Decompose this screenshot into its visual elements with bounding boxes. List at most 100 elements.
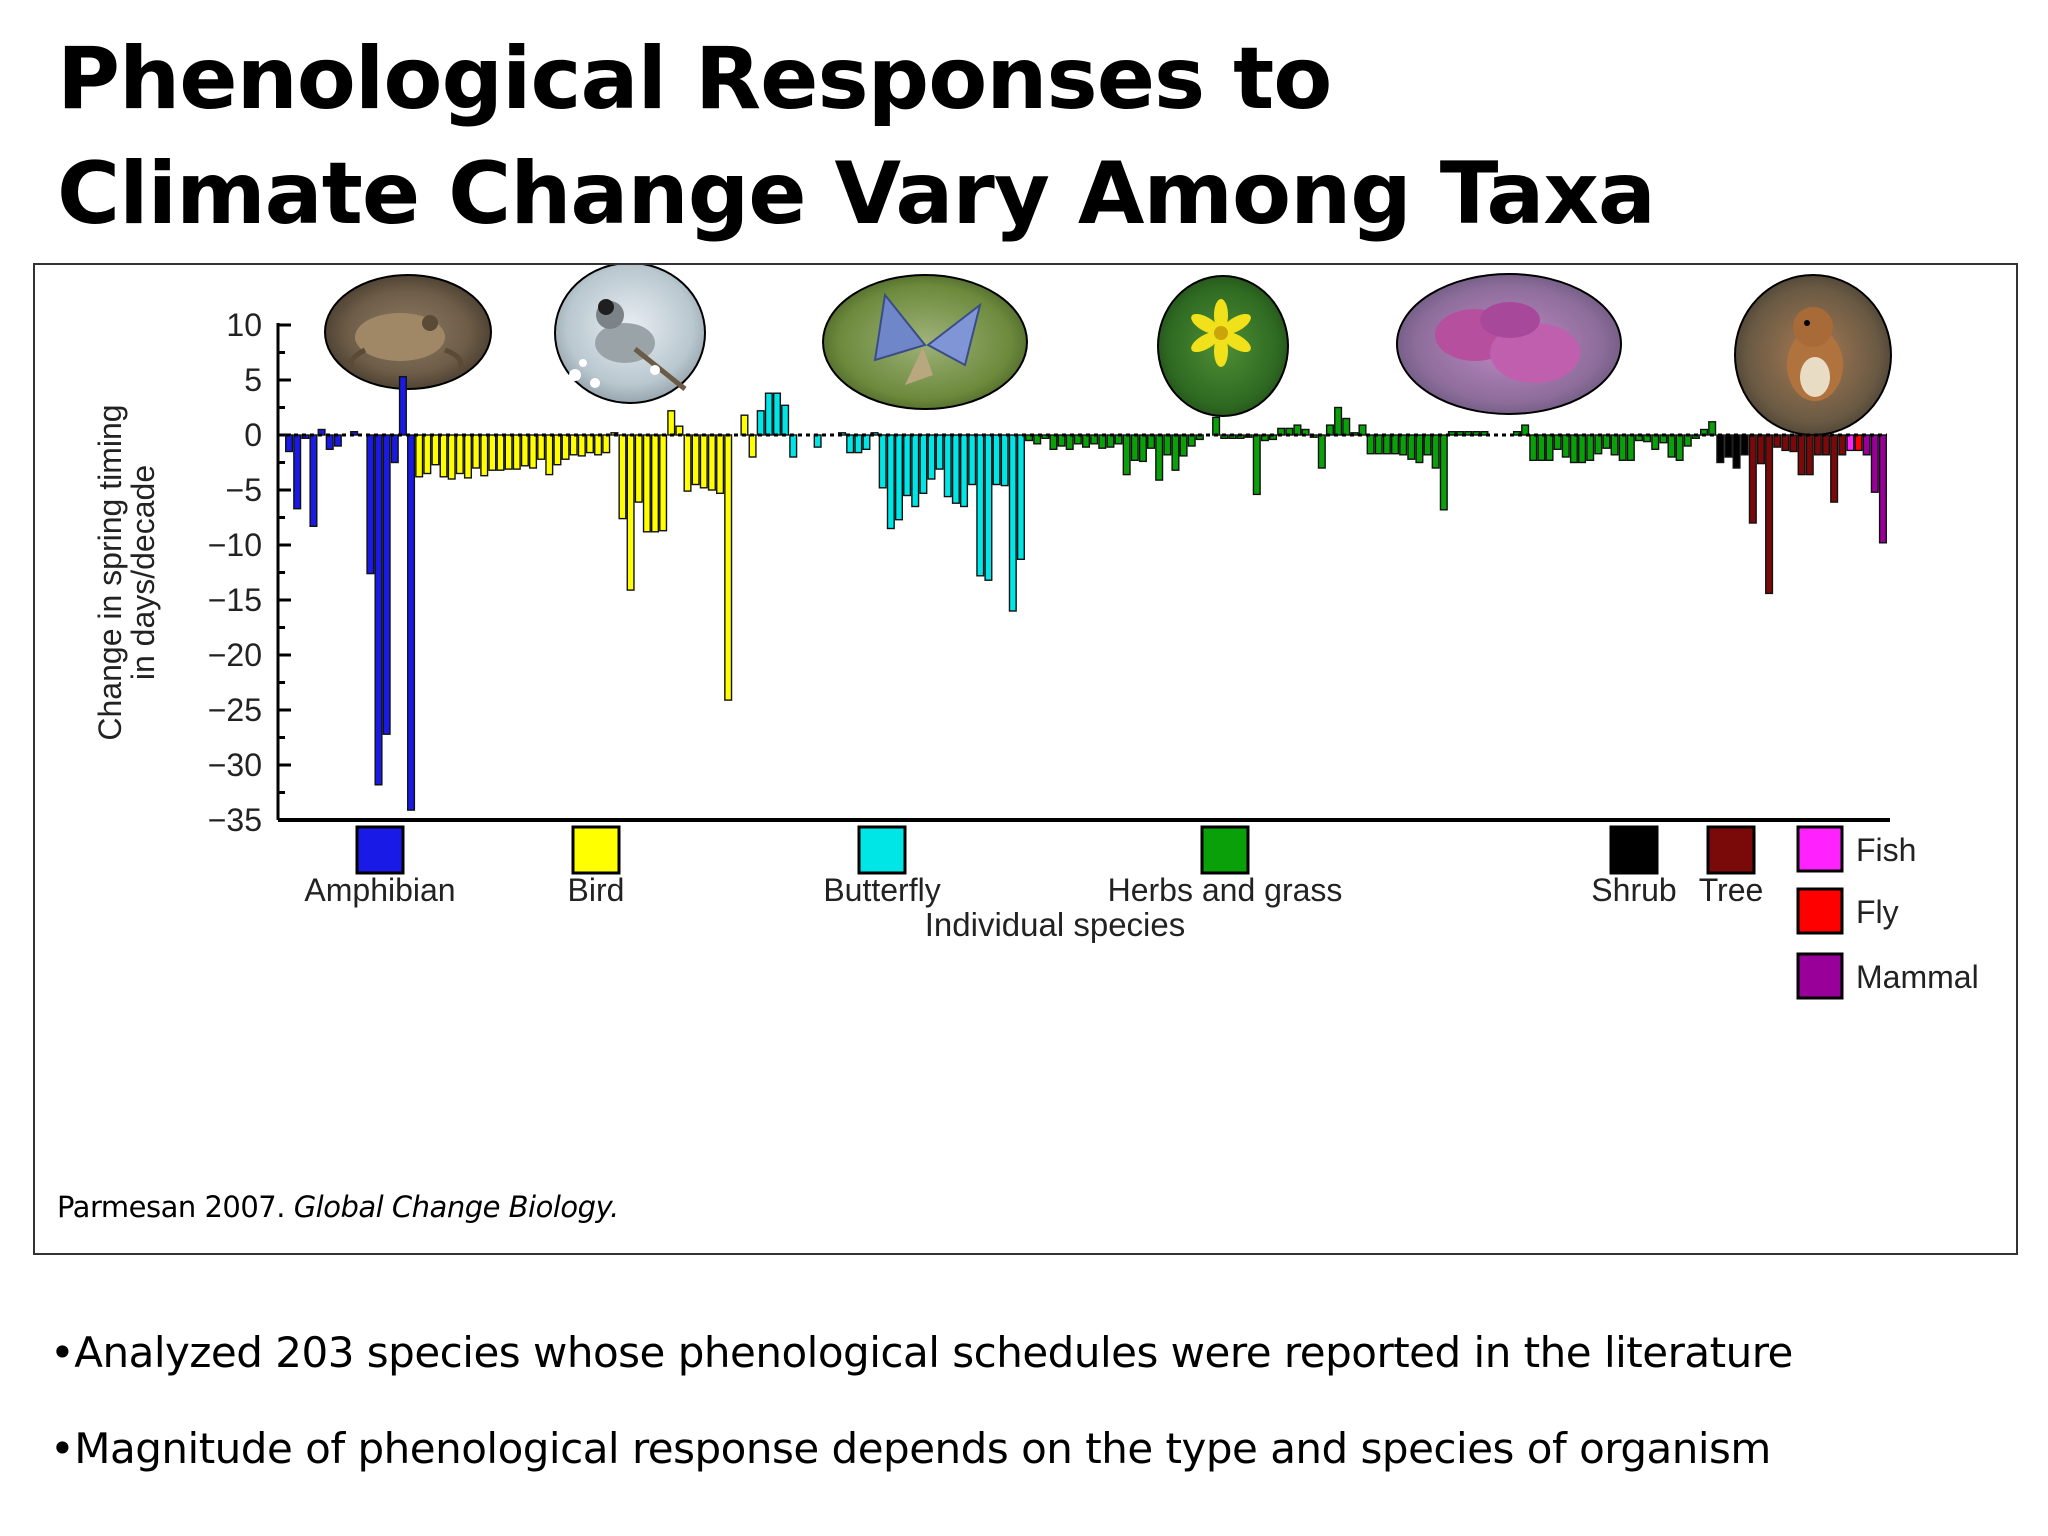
bar-herbs-and-grass xyxy=(1049,434,1058,451)
bar-butterfly xyxy=(886,434,895,530)
y-axis-label: Change in spring timing xyxy=(92,404,128,740)
bar-herbs-and-grass xyxy=(1472,430,1481,436)
legend-label: Shrub xyxy=(1591,872,1676,908)
bar-bird xyxy=(561,434,570,460)
citation: Parmesan 2007. Global Change Biology. xyxy=(57,1190,619,1224)
bar-herbs-and-grass xyxy=(1390,434,1400,455)
bar-herbs-and-grass xyxy=(1545,434,1554,461)
yellow-flower-photo xyxy=(1157,275,1289,417)
bar-herbs-and-grass xyxy=(1098,434,1107,449)
bar-butterfly xyxy=(878,434,887,489)
bar-butterfly xyxy=(976,434,985,577)
legend-swatch xyxy=(1706,825,1756,875)
y-tick-label: −15 xyxy=(208,582,262,618)
bar-bird xyxy=(594,434,603,456)
bar-herbs-and-grass xyxy=(1651,434,1660,451)
bar-amphibian xyxy=(374,434,383,786)
bar-herbs-and-grass xyxy=(1081,434,1091,448)
bar-tree xyxy=(1821,434,1831,456)
bar-bird xyxy=(707,434,716,491)
bar-bird xyxy=(545,434,554,476)
bar-bird xyxy=(691,434,700,486)
bar-herbs-and-grass xyxy=(1456,430,1465,436)
bar-bird xyxy=(667,410,676,436)
bar-amphibian xyxy=(366,434,375,575)
bar-bird xyxy=(520,434,529,467)
bar-bird xyxy=(642,434,651,533)
legend-label: Tree xyxy=(1699,872,1764,908)
y-tick-label: −5 xyxy=(226,472,262,508)
bar-bird xyxy=(447,434,456,480)
butterfly-photo xyxy=(822,274,1028,410)
bar-bird xyxy=(537,434,546,460)
bar-bird xyxy=(480,434,489,477)
bar-bird xyxy=(748,434,757,458)
bar-bird xyxy=(683,434,692,492)
y-tick-label: −20 xyxy=(208,637,262,673)
bar-butterfly xyxy=(813,434,822,448)
figure-frame: 10 5 0 −5 −10 −15 −20 −25 −30 −35 Change in spring… xyxy=(33,263,2018,1255)
legend-swatch xyxy=(1796,952,1844,1000)
bar-herbs-and-grass xyxy=(1586,434,1595,461)
legend-label: Butterfly xyxy=(823,872,940,908)
bar-tree xyxy=(1789,434,1798,453)
bar-herbs-and-grass xyxy=(1122,434,1131,476)
bar-bird xyxy=(439,434,448,478)
bar-amphibian xyxy=(390,434,399,464)
bar-herbs-and-grass xyxy=(1399,434,1408,456)
bar-bird xyxy=(618,434,627,520)
bar-herbs-and-grass xyxy=(1553,434,1562,451)
bar-herbs-and-grass xyxy=(1512,430,1522,436)
bar-butterfly xyxy=(764,392,773,436)
bar-bird xyxy=(423,434,432,475)
bar-butterfly xyxy=(919,434,928,494)
lilac-flowers-photo xyxy=(1396,273,1622,415)
bar-tree xyxy=(1805,434,1814,476)
bar-herbs-and-grass xyxy=(1626,434,1635,461)
bullet-item: •Analyzed 203 species whose phenological… xyxy=(50,1328,1793,1377)
y-tick-label: 10 xyxy=(226,307,262,343)
bar-herbs-and-grass xyxy=(1431,434,1440,469)
bird-photo xyxy=(554,265,706,404)
legend-swatch xyxy=(1200,825,1250,875)
bar-shrub xyxy=(1740,434,1749,456)
bar-herbs-and-grass xyxy=(1065,434,1074,451)
bar-herbs-and-grass xyxy=(1464,430,1473,436)
legend-swatch xyxy=(857,825,907,875)
bar-herbs-and-grass xyxy=(1057,434,1066,447)
bar-bird xyxy=(488,434,497,471)
bar-herbs-and-grass xyxy=(1179,434,1188,457)
bar-herbs-and-grass xyxy=(1342,417,1351,436)
slide-title: Phenological Responses to Climate Change… xyxy=(57,22,1757,252)
bar-amphibian xyxy=(382,434,391,735)
bar-butterfly xyxy=(846,434,855,454)
legend-swatch xyxy=(1796,887,1844,935)
bar-bird xyxy=(716,434,725,494)
phenology-bar-chart: 10 5 0 −5 −10 −15 −20 −25 −30 −35 Change in spring… xyxy=(92,265,1979,1000)
bar-herbs-and-grass xyxy=(1334,406,1343,436)
bar-herbs-and-grass xyxy=(1171,434,1180,471)
legend-label: Amphibian xyxy=(304,872,455,908)
bar-bird xyxy=(626,434,635,591)
bar-amphibian xyxy=(350,430,359,436)
bar-herbs-and-grass xyxy=(1675,434,1684,461)
bar-herbs-and-grass xyxy=(1594,434,1603,455)
bar-mammal xyxy=(1862,434,1871,456)
slide-title-line-1: Phenological Responses to xyxy=(57,29,1332,129)
legend-swatch xyxy=(1609,825,1659,875)
bar-butterfly xyxy=(894,434,904,521)
bar-herbs-and-grass xyxy=(1521,424,1530,436)
bar-butterfly xyxy=(927,434,936,480)
bar-bird xyxy=(472,434,481,469)
slide-title-line-2: Climate Change Vary Among Taxa xyxy=(57,144,1656,244)
legend-label: Mammal xyxy=(1856,959,1979,995)
y-axis-label: in days/decade xyxy=(125,465,161,680)
bar-butterfly xyxy=(756,410,765,436)
bar-butterfly xyxy=(935,434,944,470)
bar-bird xyxy=(512,434,521,470)
bar-bird xyxy=(659,434,668,532)
legend-label: Herbs and grass xyxy=(1108,872,1343,908)
bar-bird xyxy=(504,434,513,470)
bar-herbs-and-grass xyxy=(1163,434,1172,456)
bar-tree xyxy=(1830,434,1839,503)
